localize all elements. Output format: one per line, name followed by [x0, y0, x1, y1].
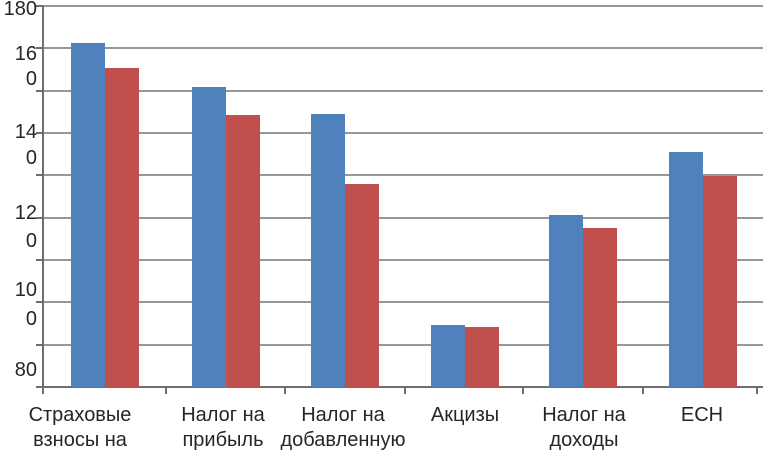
h-gridline	[43, 89, 763, 92]
x-axis-tick	[756, 386, 758, 394]
y-axis-tick	[36, 301, 43, 304]
y-axis-label: 14	[14, 121, 37, 143]
category-label-line: ЕСН	[680, 404, 724, 426]
y-axis-label: 0	[25, 147, 37, 169]
category-label-line: Налог на	[301, 404, 385, 426]
x-axis-tick	[404, 386, 406, 394]
category-label-line: доходы	[549, 429, 619, 450]
category-label: Налог на доходы	[494, 403, 674, 450]
y-axis-tick	[36, 386, 43, 388]
h-gridline	[43, 174, 763, 177]
y-axis-label: 0	[25, 68, 37, 90]
bar-series-red-2	[345, 184, 379, 387]
y-axis-label: 0	[25, 308, 37, 330]
category-label-line: Акцизы	[430, 404, 500, 426]
h-gridline	[43, 5, 763, 7]
bar-series-blue-0	[71, 43, 105, 387]
bar-series-blue-5	[669, 151, 703, 387]
bar-series-red-3	[464, 326, 499, 387]
bar-series-red-0	[105, 67, 139, 387]
category-label: Страховые взносы на	[0, 403, 170, 450]
category-label-line: Налог на	[181, 404, 265, 426]
y-axis-label: 80	[14, 359, 37, 381]
x-axis-tick	[42, 386, 44, 394]
bar-series-blue-1	[191, 86, 226, 387]
h-gridline	[43, 259, 763, 261]
y-axis-tick	[36, 216, 43, 219]
h-gridline	[43, 301, 763, 304]
category-label: Налог на прибыль	[133, 403, 313, 450]
bar-series-blue-4	[549, 214, 583, 387]
bar-series-red-5	[703, 176, 737, 387]
y-axis-tick	[36, 174, 43, 177]
y-axis-tick	[36, 89, 43, 92]
bar-series-red-4	[583, 227, 617, 387]
y-axis-tick	[36, 259, 43, 261]
y-axis-label: 16	[14, 43, 37, 65]
x-axis-tick	[165, 386, 167, 394]
y-axis-tick	[36, 343, 43, 346]
y-axis-label: 10	[14, 279, 37, 301]
category-label-line: Налог на	[542, 404, 626, 426]
bar-series-blue-3	[430, 325, 465, 387]
y-axis-label: 12	[14, 202, 37, 224]
h-gridline	[43, 132, 763, 134]
x-axis-tick	[284, 386, 286, 394]
y-axis-tick	[36, 47, 43, 50]
h-gridline	[43, 216, 763, 219]
y-axis-label: 180	[3, 0, 37, 20]
bar-series-red-1	[225, 115, 260, 387]
category-label: ЕСН	[612, 403, 763, 428]
category-label-line: взносы на	[33, 429, 127, 450]
category-label-line: прибыль	[182, 429, 264, 450]
x-axis-tick	[522, 386, 524, 394]
y-axis-tick	[36, 132, 43, 134]
bar-series-blue-2	[311, 113, 345, 387]
category-label: Налог на добавленную	[253, 403, 433, 450]
y-axis-tick	[36, 5, 43, 7]
y-axis-label: 0	[25, 230, 37, 252]
y-axis-line	[42, 5, 44, 394]
category-label-line: добавленную	[280, 429, 406, 450]
x-axis-line	[43, 386, 763, 388]
h-gridline	[43, 343, 763, 346]
h-gridline	[43, 47, 763, 50]
category-label-line: Страховые	[28, 404, 132, 426]
x-axis-tick	[642, 386, 644, 394]
category-label: Акцизы	[375, 403, 555, 428]
